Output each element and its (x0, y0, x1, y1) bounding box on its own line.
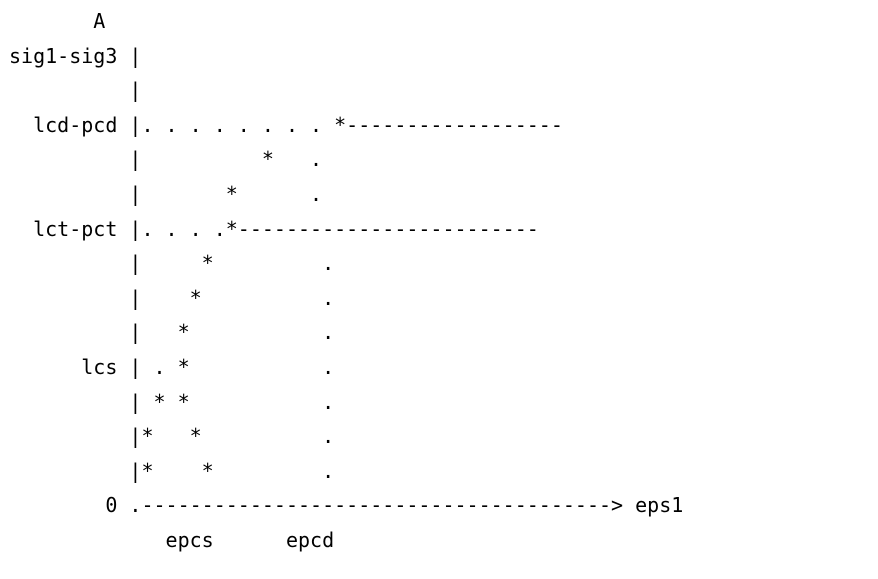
diagram-line-axis: | (9, 78, 142, 103)
diagram-line-lcd-pcd: lcd-pcd |. . . . . . . . *--------------… (9, 112, 563, 137)
diagram-line-curve-2: | * . (9, 181, 323, 206)
diagram-line-y-label-sig1-sig3: sig1-sig3 | (9, 43, 142, 68)
diagram-line-x-axis-eps1: 0 .-------------------------------------… (9, 493, 684, 518)
diagram-line-lcs: lcs | . * . (9, 354, 335, 379)
diagram-line-curve-5: | * . (9, 320, 335, 345)
diagram-line-curve-7: |* * . (9, 424, 335, 449)
diagram-line-curve-8: |* * . (9, 458, 335, 483)
diagram-line-lct-pct: lct-pct |. . . .*-----------------------… (9, 216, 539, 241)
diagram-line-curve-1: | * . (9, 147, 323, 172)
diagram-line-curve-6: | * * . (9, 389, 335, 414)
diagram-line-curve-3: | * . (9, 251, 335, 276)
diagram-line-y-arrow: A (9, 9, 106, 33)
diagram-line-x-labels-epcs-epcd: epcs epcd (9, 527, 335, 552)
diagram-line-curve-4: | * . (9, 285, 335, 310)
